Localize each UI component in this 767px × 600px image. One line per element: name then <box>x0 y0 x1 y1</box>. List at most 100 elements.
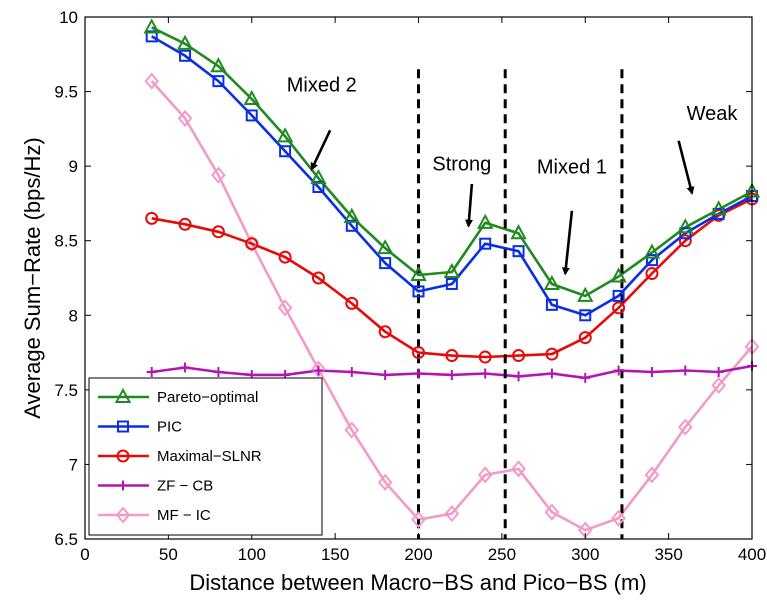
pareto-optimal-marker <box>543 274 561 290</box>
x-tick-label: 200 <box>404 545 432 564</box>
maximal-slnr-marker <box>512 349 526 363</box>
zf-cb-marker <box>713 366 724 377</box>
maximal-slnr-marker <box>145 211 159 225</box>
zf-cb-marker <box>346 366 357 377</box>
pareto-optimal-marker <box>243 89 260 106</box>
pic-marker <box>512 245 525 258</box>
pic-marker <box>645 254 658 267</box>
annotation-mixed-1: Mixed 1 <box>537 157 607 179</box>
legend: Pareto−optimal PIC Maximal−SLNR ZF − CB MF −… <box>88 377 323 536</box>
mf-ic-marker <box>677 418 693 436</box>
series-line-pic <box>151 35 753 317</box>
maximal-slnr-marker <box>412 346 425 360</box>
maximal-slnr-marker <box>278 250 292 264</box>
maximal-slnr-marker <box>478 350 492 364</box>
legend-marker-zf-cb <box>118 480 128 491</box>
maximal-slnr-marker <box>445 349 459 363</box>
maximal-slnr-marker <box>211 225 225 239</box>
mf-ic-marker <box>611 509 626 527</box>
maximal-slnr-marker <box>311 271 325 285</box>
mf-ic-marker <box>344 421 360 439</box>
pareto-optimal-marker <box>176 34 194 50</box>
x-tick-label: 300 <box>571 545 599 564</box>
x-tick-label: 100 <box>238 545 266 564</box>
pic-marker <box>612 289 625 302</box>
zf-cb-marker <box>613 365 624 376</box>
y-tick-label: 8.5 <box>54 232 78 251</box>
maximal-slnr-marker <box>345 296 359 310</box>
mf-ic-marker <box>411 511 426 529</box>
zf-cb-marker <box>146 366 157 377</box>
y-tick-label: 9 <box>69 157 78 176</box>
pic-marker <box>479 237 492 250</box>
maximal-slnr-marker <box>645 267 659 281</box>
zf-cb-marker <box>446 369 457 380</box>
zf-cb-marker <box>580 372 591 383</box>
x-tick-label: 250 <box>488 545 516 564</box>
annotation-arrow-weak <box>677 140 695 195</box>
mf-ic-marker <box>177 109 193 127</box>
maximal-slnr-marker <box>245 237 259 251</box>
mf-ic-marker <box>311 360 326 378</box>
mf-ic-marker <box>444 505 460 523</box>
legend-label-zf-cb: ZF − CB <box>157 478 213 495</box>
zf-cb-marker <box>213 366 224 377</box>
y-tick-label: 7 <box>69 455 78 474</box>
pic-marker <box>579 309 592 322</box>
region-annotations: Mixed 2 Strong Mixed 1 Weak <box>287 75 738 276</box>
zf-cb-marker <box>413 368 424 379</box>
mf-ic-marker <box>477 466 493 484</box>
pareto-optimal-marker <box>643 243 661 259</box>
pic-marker <box>345 219 358 232</box>
legend-marker-mf-ic <box>115 506 131 524</box>
pic-marker <box>379 257 392 270</box>
mf-ic-marker <box>377 473 393 491</box>
legend-marker-pareto-optimal <box>114 387 132 403</box>
pareto-optimal-marker <box>510 224 527 240</box>
series-line-maximal-slnr <box>151 197 753 359</box>
annotation-arrow-strong <box>465 183 474 228</box>
pareto-optimal-marker <box>276 127 294 143</box>
pic-marker <box>412 285 425 298</box>
series-line-pareto-optimal <box>151 26 753 298</box>
pareto-optimal-marker <box>143 18 160 34</box>
pareto-optimal-marker <box>677 218 694 234</box>
pic-marker <box>179 49 192 62</box>
zf-cb-marker <box>646 366 657 377</box>
maximal-slnr-marker <box>578 331 592 345</box>
pareto-optimal-marker <box>577 286 594 302</box>
zf-cb-marker <box>380 369 391 380</box>
pareto-optimal-marker <box>210 57 227 73</box>
y-tick-label: 6.5 <box>54 530 78 549</box>
annotation-mixed-2: Mixed 2 <box>287 75 357 97</box>
mf-ic-marker <box>211 166 226 184</box>
legend-label-pic: PIC <box>157 419 182 436</box>
zf-cb-marker <box>513 371 524 382</box>
pareto-optimal-marker <box>610 267 627 283</box>
x-tick-label: 350 <box>654 545 682 564</box>
x-tick-label: 0 <box>80 545 89 564</box>
mf-ic-marker <box>511 460 526 478</box>
zf-cb-marker <box>546 368 557 379</box>
axis-ticks: 0 50 100 150 200 250 300 350 400 6.5 7 7.5 8 8.5 9 9.5 1… <box>54 8 766 564</box>
legend-label-pareto-optimal: Pareto−optimal <box>157 389 258 406</box>
x-tick-label: 400 <box>738 545 766 564</box>
mf-ic-marker <box>144 72 160 90</box>
maximal-slnr-marker <box>378 325 392 339</box>
pic-marker <box>212 75 225 88</box>
annotation-strong: Strong <box>432 154 491 176</box>
pareto-optimal-marker <box>343 207 360 223</box>
pareto-optimal-marker <box>477 213 494 229</box>
x-tick-label: 150 <box>321 545 349 564</box>
x-axis-title: Distance between Macro−BS and Pico−BS (m… <box>189 570 646 595</box>
pic-marker <box>279 145 292 158</box>
y-tick-label: 8 <box>69 306 78 325</box>
region-divider-lines <box>417 69 624 539</box>
maximal-slnr-marker <box>545 347 559 361</box>
pareto-optimal-marker <box>710 200 727 216</box>
y-tick-label: 9.5 <box>54 83 78 102</box>
mf-ic-marker <box>711 376 726 394</box>
legend-label-mf-ic: MF − IC <box>157 507 211 524</box>
maximal-slnr-marker <box>612 301 626 315</box>
